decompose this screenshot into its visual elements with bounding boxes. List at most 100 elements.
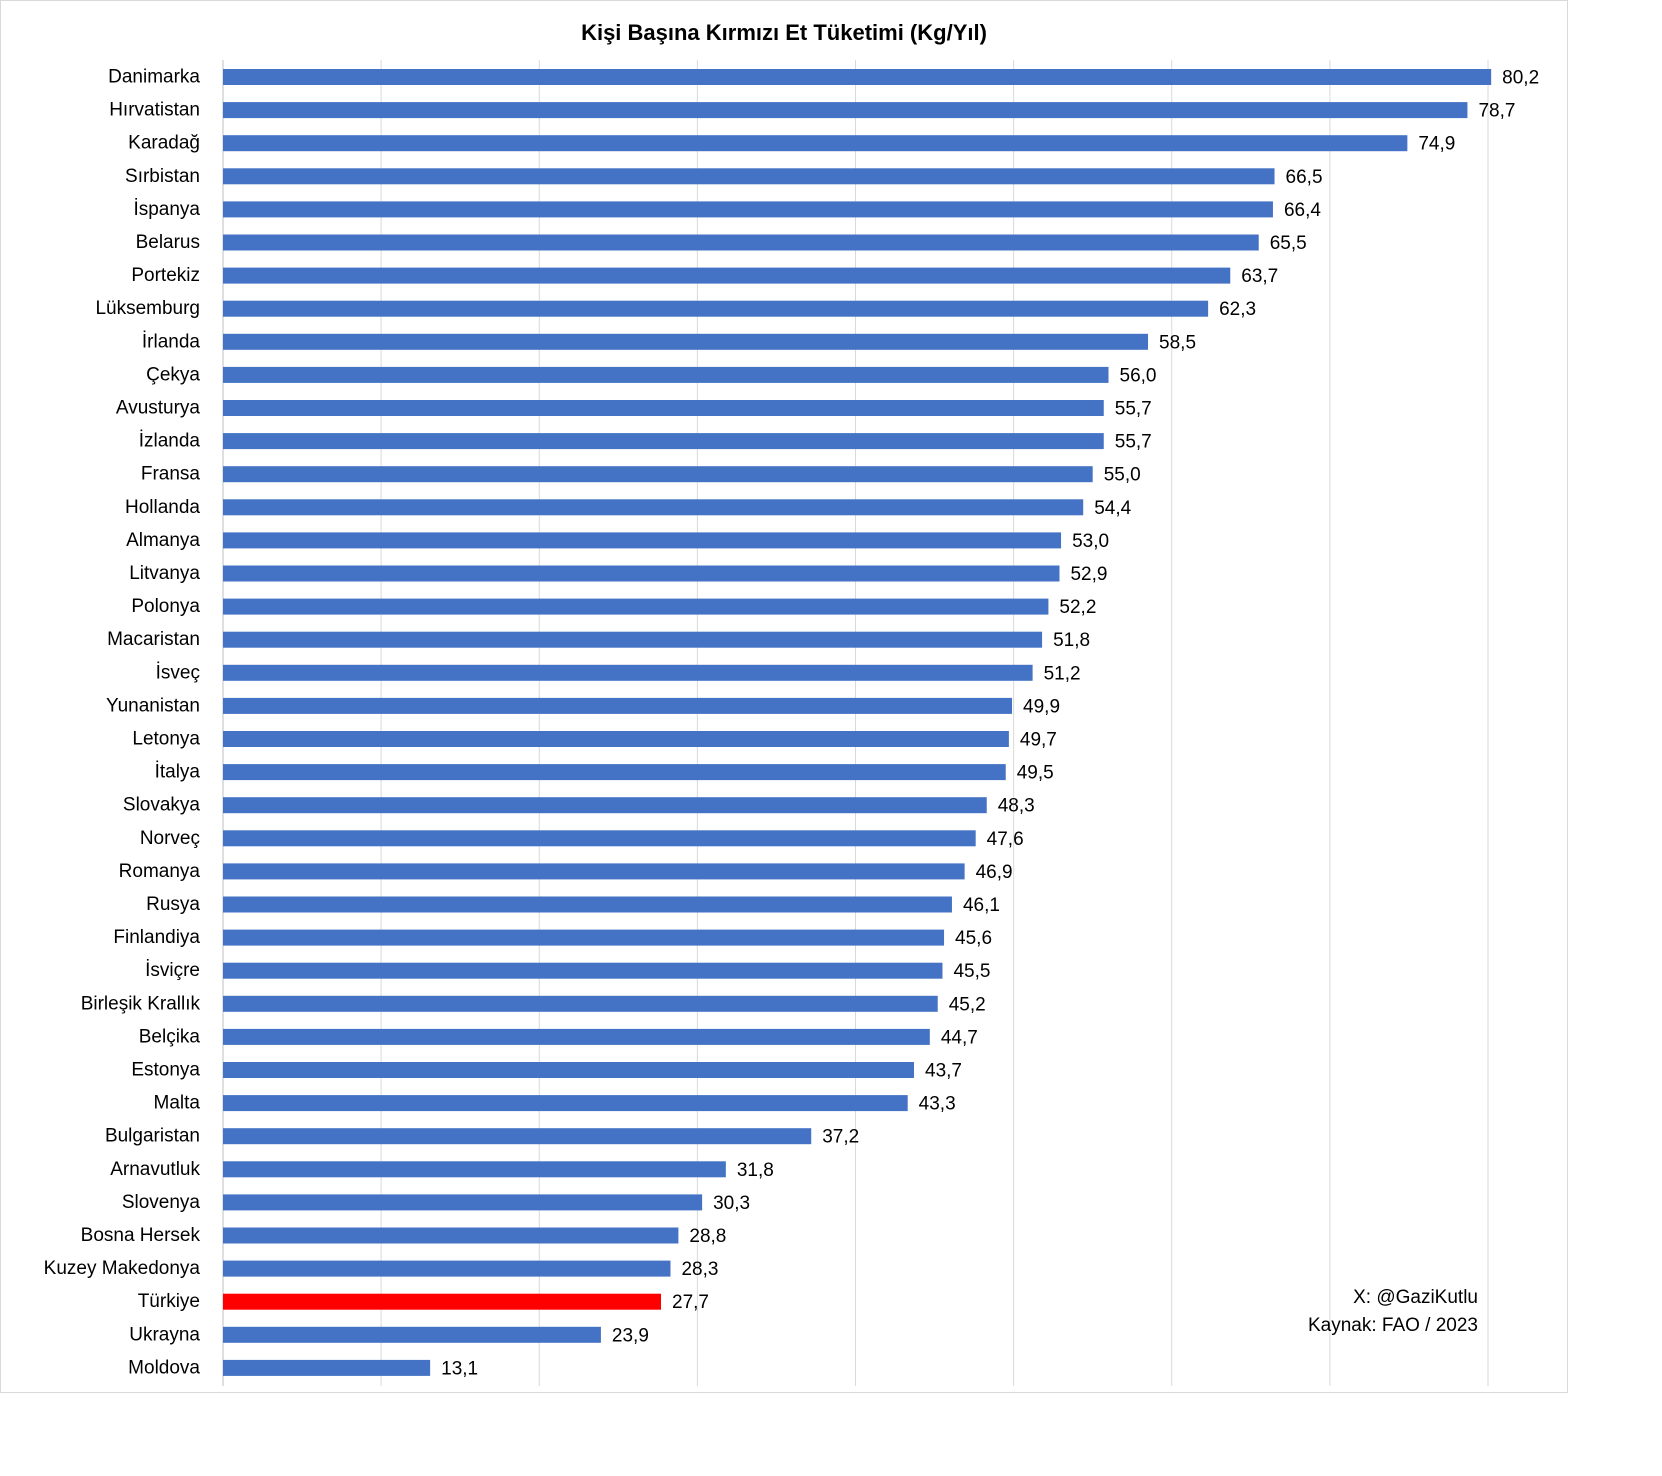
bar bbox=[223, 168, 1275, 185]
bar bbox=[223, 962, 943, 979]
bar bbox=[223, 69, 1492, 85]
bar bbox=[223, 1028, 930, 1045]
data-label: 58,5 bbox=[1159, 332, 1196, 353]
bar bbox=[223, 1161, 726, 1178]
category-label: Polonya bbox=[131, 596, 200, 617]
value-labels: 80,2 78,7 74,9 66,5 66,4 65,5 63,7 62,3 58,556,0… bbox=[441, 68, 1539, 1380]
category-label: Bosna Hersek bbox=[81, 1225, 201, 1246]
bar bbox=[223, 300, 1209, 317]
bar bbox=[223, 929, 945, 946]
category-label: Lüksemburg bbox=[95, 298, 200, 319]
category-label: İtalya bbox=[155, 762, 201, 783]
bar bbox=[223, 1194, 703, 1211]
data-label: 49,5 bbox=[1017, 763, 1054, 784]
category-label: İsviçre bbox=[145, 960, 200, 981]
data-label: 46,1 bbox=[963, 895, 1000, 916]
data-label: 65,5 bbox=[1270, 233, 1307, 254]
category-label: Fransa bbox=[141, 464, 201, 485]
bar bbox=[223, 333, 1149, 350]
data-label: 27,7 bbox=[672, 1292, 709, 1313]
category-label: Birleşik Krallık bbox=[81, 993, 201, 1014]
category-label: Norveç bbox=[140, 828, 200, 849]
data-label: 52,2 bbox=[1059, 597, 1096, 618]
bars bbox=[223, 69, 1492, 1376]
data-label: 62,3 bbox=[1219, 299, 1256, 320]
bar bbox=[223, 1359, 431, 1376]
category-label: Bulgaristan bbox=[105, 1126, 200, 1147]
category-label: Kuzey Makedonya bbox=[44, 1258, 201, 1279]
category-labels: Danimarka Hırvatistan Karadağ Sırbistan İspa… bbox=[44, 67, 201, 1379]
category-label: Ukrayna bbox=[129, 1324, 200, 1345]
bar bbox=[223, 830, 976, 847]
category-label: Hollanda bbox=[125, 497, 200, 518]
bar bbox=[223, 1062, 915, 1078]
data-label: 74,9 bbox=[1418, 134, 1455, 155]
data-label: 31,8 bbox=[737, 1160, 774, 1181]
bar bbox=[223, 1326, 601, 1343]
category-label: İspanya bbox=[133, 199, 200, 220]
category-label: İzlanda bbox=[139, 431, 201, 452]
data-label: 63,7 bbox=[1241, 266, 1278, 287]
bar bbox=[223, 532, 1062, 549]
data-label: 78,7 bbox=[1478, 101, 1515, 122]
bar bbox=[223, 1227, 679, 1244]
data-label: 45,5 bbox=[953, 961, 990, 982]
data-label: 37,2 bbox=[822, 1127, 859, 1148]
data-label: 45,6 bbox=[955, 928, 992, 949]
category-label: Danimarka bbox=[108, 67, 200, 88]
category-label: Portekiz bbox=[131, 265, 200, 286]
bar bbox=[223, 565, 1060, 582]
data-label: 30,3 bbox=[713, 1193, 750, 1214]
category-label: Türkiye bbox=[138, 1291, 200, 1312]
bar bbox=[223, 697, 1013, 714]
data-label: 56,0 bbox=[1120, 365, 1157, 386]
bar bbox=[223, 1260, 671, 1277]
data-label: 47,6 bbox=[987, 829, 1024, 850]
data-label: 54,4 bbox=[1094, 498, 1131, 519]
category-label: Belarus bbox=[136, 232, 200, 253]
category-label: Romanya bbox=[119, 861, 201, 882]
bar bbox=[223, 201, 1273, 218]
category-label: Slovakya bbox=[123, 795, 201, 816]
category-label: Sırbistan bbox=[125, 166, 200, 187]
category-label: Litvanya bbox=[129, 563, 200, 584]
category-label: Finlandiya bbox=[113, 927, 200, 948]
source-note: Kaynak: FAO / 2023 bbox=[1307, 1315, 1478, 1336]
bar bbox=[223, 400, 1104, 416]
category-label: Arnavutluk bbox=[110, 1159, 200, 1180]
bar-chart: Danimarka Hırvatistan Karadağ Sırbistan İspa… bbox=[44, 60, 1539, 1386]
data-label: 66,4 bbox=[1284, 200, 1321, 221]
category-label: Avusturya bbox=[116, 398, 201, 419]
data-label: 51,2 bbox=[1044, 663, 1081, 684]
bar bbox=[223, 1293, 662, 1310]
category-label: Letonya bbox=[132, 729, 200, 750]
data-label: 13,1 bbox=[441, 1358, 478, 1379]
bar bbox=[223, 1095, 908, 1112]
data-label: 48,3 bbox=[998, 796, 1035, 817]
bar bbox=[223, 466, 1093, 483]
bar bbox=[223, 797, 987, 814]
data-label: 55,7 bbox=[1115, 399, 1152, 420]
category-label: Belçika bbox=[139, 1026, 201, 1047]
bar bbox=[223, 499, 1084, 516]
chart-title: Kişi Başına Kırmızı Et Tüketimi (Kg/Yıl) bbox=[581, 20, 987, 45]
data-label: 43,3 bbox=[919, 1094, 956, 1115]
bar bbox=[223, 267, 1231, 284]
data-label: 43,7 bbox=[925, 1061, 962, 1082]
bar bbox=[223, 1128, 812, 1145]
bar bbox=[223, 366, 1109, 383]
bar bbox=[223, 135, 1408, 152]
data-label: 52,9 bbox=[1070, 564, 1107, 585]
category-label: Hırvatistan bbox=[109, 100, 200, 121]
category-label: Karadağ bbox=[128, 133, 200, 154]
data-label: 80,2 bbox=[1502, 68, 1539, 89]
category-label: İrlanda bbox=[142, 331, 201, 352]
data-label: 55,7 bbox=[1115, 432, 1152, 453]
category-label: Almanya bbox=[126, 530, 200, 551]
data-label: 49,9 bbox=[1023, 696, 1060, 717]
category-label: Macaristan bbox=[107, 629, 200, 650]
data-label: 49,7 bbox=[1020, 730, 1057, 751]
category-label: İsveç bbox=[156, 662, 200, 683]
author-note: X: @GaziKutlu bbox=[1353, 1287, 1478, 1308]
data-label: 28,3 bbox=[681, 1259, 718, 1280]
